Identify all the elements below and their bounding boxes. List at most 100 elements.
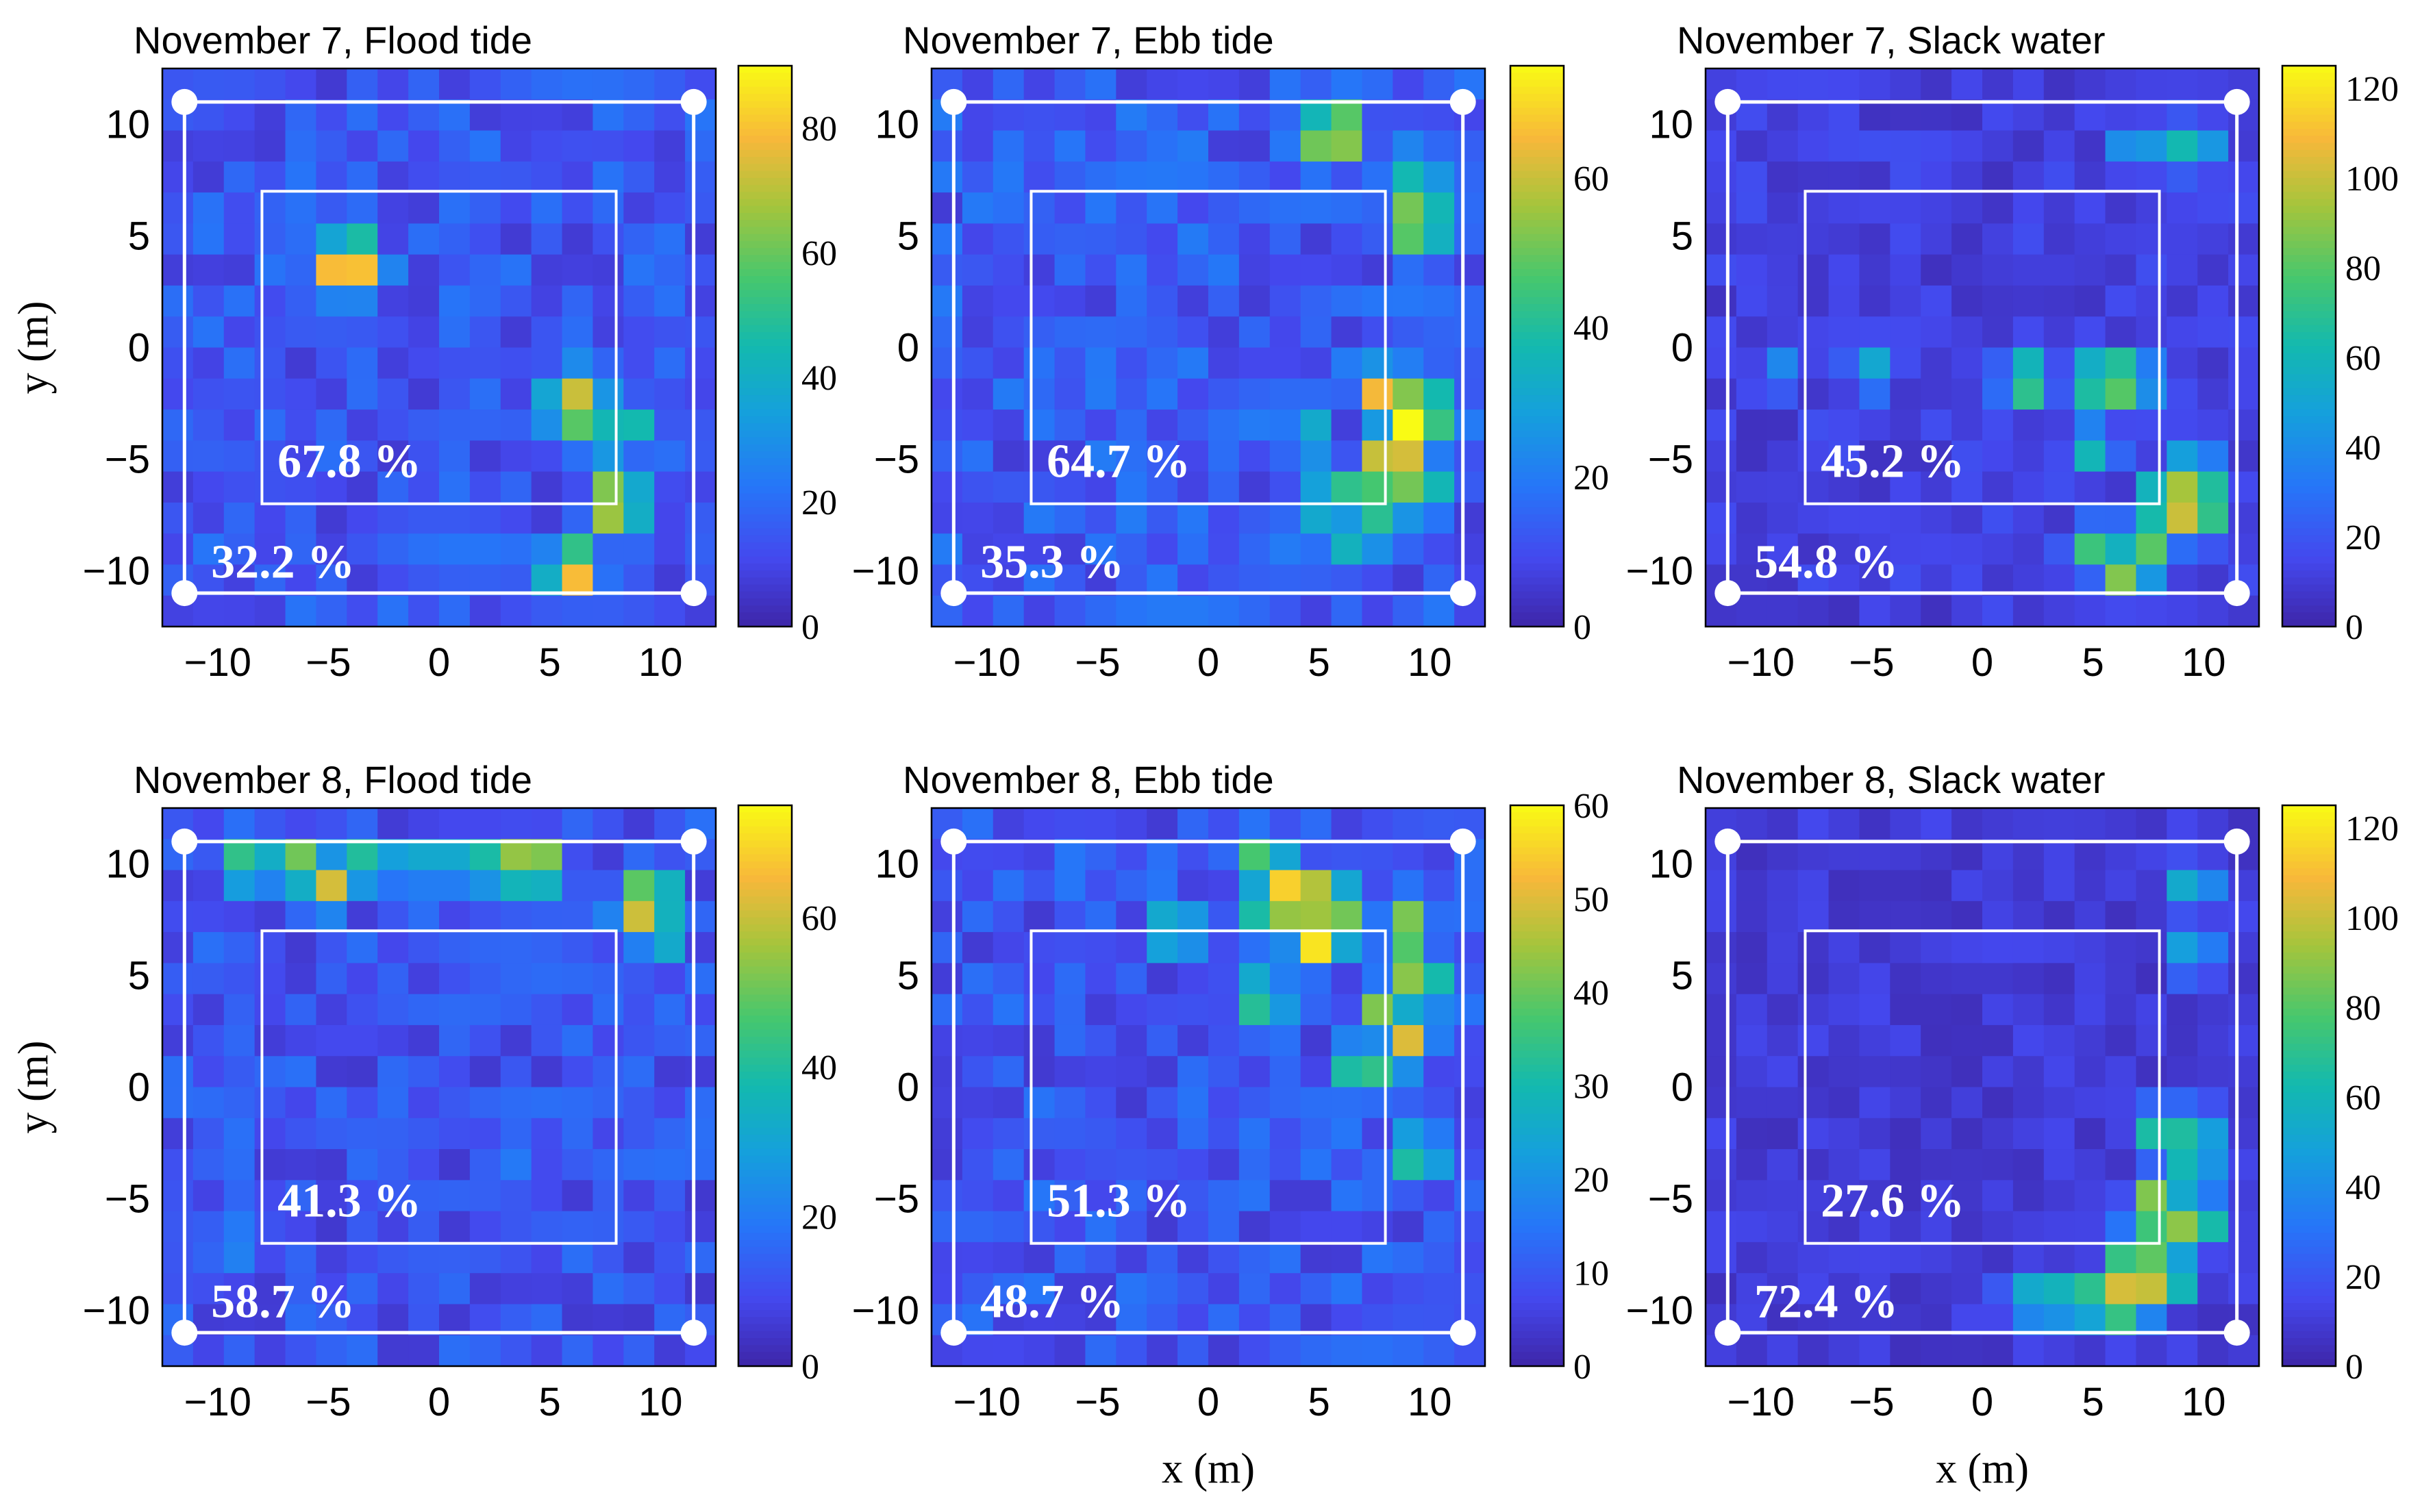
heatmap-cell [500,1056,532,1088]
heatmap-cell [1706,285,1737,317]
colorbar-segment [738,465,792,473]
colorbar-segment [2282,423,2336,431]
heatmap-cell [1116,1024,1147,1057]
heatmap-cell [962,316,994,349]
heatmap-cell [2136,316,2167,349]
heatmap-cell [1767,223,1799,255]
heatmap-cell [1116,316,1147,349]
heatmap-cell [1085,870,1116,902]
heatmap-cell [1921,932,1952,963]
heatmap-cell [1423,564,1455,596]
colorbar-segment [1510,1211,1564,1220]
colorbar-segment [2282,1324,2336,1332]
heatmap-cell [1454,130,1486,162]
heatmap-cell [1393,378,1424,410]
heatmap-cell [408,932,440,963]
heatmap-cell [2197,1024,2229,1057]
heatmap-cell [993,1335,1025,1367]
heatmap-cell [223,440,255,473]
colorbar-segment [1510,1226,1564,1234]
heatmap-cell [192,68,225,100]
heatmap-cell [347,99,378,131]
heatmap-cell [654,161,686,193]
colorbar-segment [738,164,792,172]
heatmap-cell [1797,1056,1830,1088]
colorbar-segment [1510,430,1564,438]
x-tick-label: 10 [638,1380,683,1424]
heatmap-cell [1331,316,1363,349]
heatmap-cell [2167,68,2198,100]
heatmap-cell [500,1024,532,1057]
heatmap-cell [347,808,378,840]
heatmap-cell [1208,285,1240,317]
colorbar-tick-label: 0 [1573,1348,1591,1387]
colorbar-segment [738,79,792,88]
heatmap-cell [685,1211,716,1243]
heatmap-cell [2074,440,2106,473]
heatmap-cell [1890,192,1921,224]
heatmap-cell [993,254,1025,286]
heatmap-cell [1767,1304,1799,1336]
heatmap-cell [2136,1056,2167,1088]
colorbar-tick-label: 20 [2345,1258,2381,1297]
heatmap-cell [285,440,317,473]
heatmap-cell [223,839,255,871]
heatmap-cell [347,440,378,473]
heatmap-cell [1454,1273,1486,1305]
heatmap-cell [1023,1211,1056,1243]
heatmap-cell [439,471,471,503]
heatmap-cell [1454,316,1486,349]
heatmap-cell [223,285,255,317]
heatmap-cell [1828,1273,1860,1305]
colorbar-tick-label: 100 [2345,899,2399,938]
heatmap-cell [1300,99,1332,131]
x-axis-label: x (m) [1162,1446,1255,1492]
heatmap-cell [1208,564,1240,596]
heatmap-cell [1393,1335,1424,1367]
heatmap-cell [1767,99,1799,131]
heatmap-cell [192,595,225,627]
heatmap-cell [592,595,624,627]
heatmap-cell [2105,839,2137,871]
heatmap-cell [1736,161,1768,193]
x-tick-label: −10 [184,640,251,685]
heatmap-cell [1797,900,1830,933]
heatmap-cell [1331,1273,1363,1305]
colorbar-segment [738,1359,792,1367]
heatmap-cell [1859,1335,1891,1367]
colorbar-segment [738,339,792,347]
heatmap-cell [223,870,255,902]
axes-frame [1704,807,2260,1368]
heatmap-cell [962,99,994,131]
colorbar-segment [2282,108,2336,116]
heatmap-cell [1085,285,1116,317]
colorbar-segment [2282,240,2336,249]
colorbar-segment [2282,142,2336,151]
heatmap-cell [1393,564,1424,596]
heatmap-cell [2167,839,2198,871]
heatmap-cell [592,130,624,162]
colorbar-segment [738,255,792,263]
colorbar-segment [2282,1261,2336,1269]
heatmap-cell [2074,963,2106,995]
heatmap-cell [2167,130,2198,162]
heatmap-cell [1797,254,1830,286]
heatmap-cell [623,932,655,963]
heatmap-cell [2197,1211,2229,1243]
heatmap-cell [469,1180,501,1212]
heatmap-cell [1300,963,1332,995]
heatmap-cell [1767,1273,1799,1305]
heatmap-cell [2043,1118,2075,1150]
colorbar-segment [738,1072,792,1080]
colorbar-segment [738,157,792,165]
colorbar-segment [1510,882,1564,890]
heatmap-cell [2105,1211,2137,1243]
colorbar-segment [1510,268,1564,277]
heatmap-cell [1362,564,1393,596]
heatmap-cell [500,533,532,566]
colorbar-segment [1510,1085,1564,1094]
heatmap-cell [962,564,994,596]
heatmap-cell [254,223,286,255]
heatmap-cell [469,1242,501,1274]
colorbar-segment [2282,164,2336,172]
